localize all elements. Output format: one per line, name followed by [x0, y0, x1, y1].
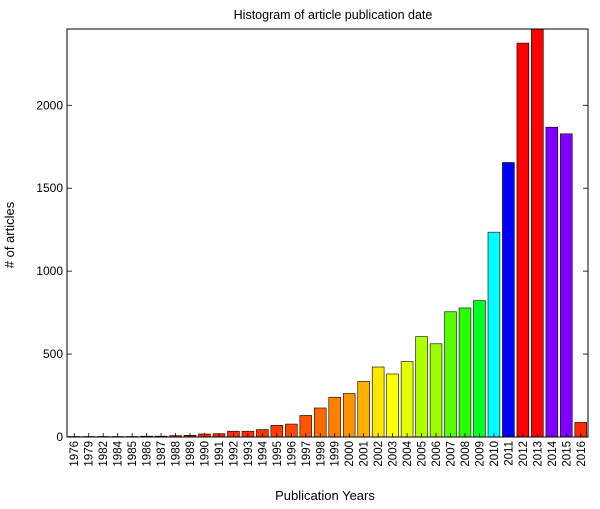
x-tick-label: 2015: [561, 441, 573, 467]
x-tick-label: 2006: [431, 441, 443, 467]
x-tick-label: 1984: [113, 440, 125, 466]
bar-2003: [386, 373, 399, 438]
bar-2013: [531, 28, 544, 438]
x-tick-label: 2012: [518, 441, 530, 467]
y-ticks-group: 0 500 1000 1500 2000: [36, 98, 588, 444]
x-tick-label: 1998: [315, 441, 327, 467]
x-tick-label: 1988: [171, 441, 183, 467]
bar-2000: [342, 393, 356, 438]
x-tick-label: 2000: [344, 441, 356, 467]
x-tick-label: 2008: [460, 441, 472, 467]
bar-2004: [400, 361, 414, 438]
bar-1998: [314, 407, 327, 438]
x-tick-label: 2005: [417, 441, 429, 467]
chart-title: Histogram of article publication date: [234, 8, 433, 22]
y-axis-label: # of articles: [2, 201, 17, 268]
bar-2009: [473, 300, 486, 438]
bar-2011: [502, 162, 515, 438]
x-tick-label: 1994: [257, 440, 269, 466]
y-tick-label: 500: [43, 347, 63, 361]
x-tick-label: 1985: [127, 441, 139, 467]
x-tick-label: 2016: [576, 441, 588, 467]
x-tick-label: 2011: [503, 441, 515, 466]
bar-2015: [560, 133, 573, 438]
x-tick-label: 1993: [243, 441, 255, 467]
x-ticks-group: 1976 1979 1982 1984 1985 1986 1987 1988 1989 1990…: [69, 433, 588, 467]
y-tick-label: 1000: [36, 264, 63, 278]
bar-2002: [371, 366, 385, 438]
x-tick-label: 2002: [373, 441, 385, 467]
x-tick-label: 2001: [359, 441, 371, 467]
x-tick-label: 1976: [69, 441, 81, 467]
x-tick-label: 2013: [532, 441, 544, 467]
x-tick-label: 2009: [474, 441, 486, 467]
y-tick-label: 0: [56, 430, 63, 444]
bar-2012: [516, 42, 530, 438]
x-tick-label: 1987: [156, 441, 168, 467]
x-tick-label: 1989: [185, 441, 197, 467]
y-tick-label: 2000: [36, 98, 63, 112]
bar-2008: [458, 307, 472, 438]
x-tick-label: 1999: [330, 441, 342, 467]
x-tick-label: 1990: [199, 441, 211, 467]
x-tick-label: 1997: [301, 441, 313, 467]
bars-group: [68, 28, 588, 438]
bar-2010: [487, 231, 501, 438]
x-tick-label: 1996: [286, 441, 298, 467]
bar-2007: [444, 311, 457, 438]
x-tick-label: 1986: [142, 441, 154, 467]
x-axis-label: Publication Years: [275, 488, 375, 503]
plot-frame: [66, 28, 589, 438]
bar-2006: [429, 343, 443, 438]
x-tick-label: 2010: [489, 441, 501, 467]
x-tick-label: 2007: [446, 441, 458, 467]
y-tick-label: 1500: [36, 181, 63, 195]
x-tick-label: 2014: [547, 440, 559, 466]
x-tick-label: 1992: [228, 441, 240, 467]
bar-2014: [545, 126, 559, 438]
x-tick-label: 1995: [272, 441, 284, 467]
x-tick-label: 1991: [214, 441, 226, 467]
x-tick-label: 2004: [402, 440, 414, 466]
x-tick-label: 1979: [84, 441, 96, 467]
x-tick-label: 1982: [98, 441, 110, 467]
x-tick-label: 2003: [388, 441, 400, 467]
bar-2005: [415, 336, 428, 438]
bar-2001: [357, 381, 370, 438]
bar-1999: [328, 396, 341, 438]
